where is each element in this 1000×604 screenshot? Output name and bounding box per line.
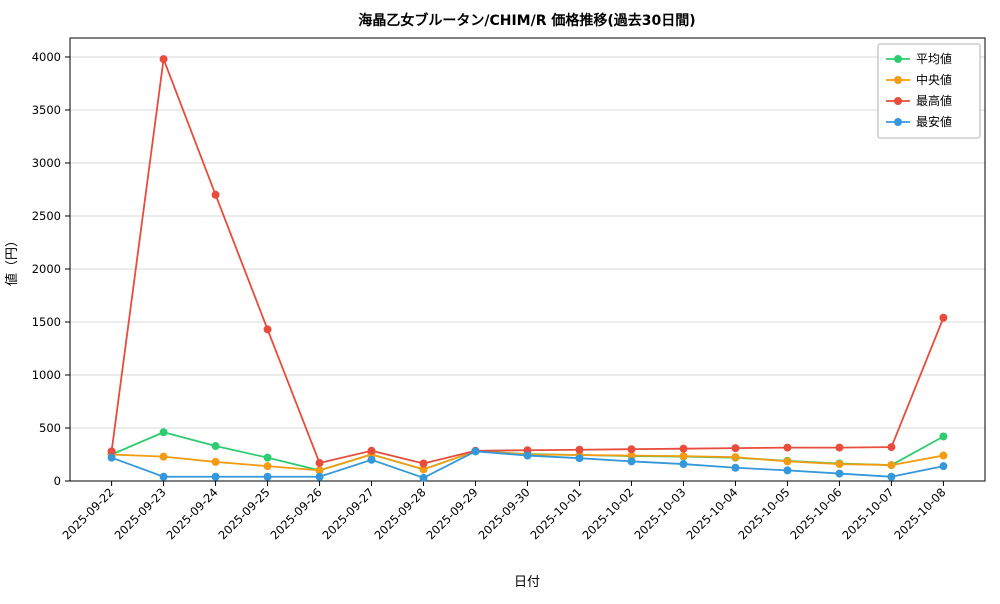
y-tick-label: 500 bbox=[39, 421, 61, 435]
series-line-max bbox=[110, 58, 945, 465]
series-marker-max bbox=[263, 325, 272, 334]
series-marker-median bbox=[887, 461, 896, 470]
legend-marker-median-icon bbox=[894, 76, 902, 84]
x-tick-label: 2025-09-26 bbox=[268, 485, 325, 542]
series-marker-max bbox=[939, 313, 948, 322]
series-marker-min bbox=[575, 454, 584, 463]
series-marker-min bbox=[471, 447, 480, 456]
series-marker-max bbox=[835, 443, 844, 452]
legend-label-median: 中央値 bbox=[916, 72, 952, 87]
series-marker-median bbox=[263, 462, 272, 471]
series-marker-median bbox=[835, 460, 844, 469]
series-marker-min bbox=[835, 469, 844, 478]
x-tick-label: 2025-10-01 bbox=[527, 485, 584, 542]
y-axis-label: 値（円） bbox=[4, 234, 20, 286]
series-marker-max bbox=[211, 190, 220, 199]
series-marker-min bbox=[679, 460, 688, 469]
series-marker-average bbox=[939, 432, 948, 441]
series-marker-max bbox=[887, 443, 896, 452]
series-marker-median bbox=[627, 451, 636, 460]
series-marker-min bbox=[367, 455, 376, 464]
legend-label-min: 最安値 bbox=[916, 114, 952, 129]
series-marker-median bbox=[939, 451, 948, 460]
series-marker-min bbox=[419, 473, 428, 482]
series-marker-average bbox=[211, 442, 220, 451]
legend-marker-min-icon bbox=[894, 118, 902, 126]
series-marker-min bbox=[211, 472, 220, 481]
y-tick-label: 2000 bbox=[32, 262, 61, 276]
series-marker-max bbox=[731, 444, 740, 453]
series-marker-min bbox=[107, 453, 116, 462]
legend-label-max: 最高値 bbox=[916, 93, 952, 108]
x-tick-label: 2025-10-07 bbox=[839, 485, 896, 542]
series-marker-median bbox=[731, 453, 740, 462]
x-tick-label: 2025-10-04 bbox=[683, 485, 740, 542]
series-marker-min bbox=[627, 457, 636, 466]
series-marker-max bbox=[627, 445, 636, 454]
series-marker-max bbox=[107, 447, 116, 456]
series-marker-median bbox=[679, 452, 688, 461]
legend-marker-max-icon bbox=[894, 97, 902, 105]
series-marker-median bbox=[419, 465, 428, 474]
series-marker-max bbox=[679, 444, 688, 453]
x-tick-label: 2025-09-22 bbox=[60, 485, 117, 542]
plot-border bbox=[69, 37, 986, 482]
x-tick-label: 2025-10-02 bbox=[579, 485, 636, 542]
series-marker-median bbox=[211, 457, 220, 466]
x-tick-label: 2025-09-23 bbox=[112, 485, 169, 542]
x-tick-label: 2025-09-29 bbox=[423, 485, 480, 542]
series-marker-min bbox=[939, 462, 948, 471]
chart-title: 海晶乙女ブルータン/CHIM/R 価格推移(過去30日間) bbox=[358, 12, 695, 29]
series-marker-median bbox=[159, 452, 168, 461]
x-tick-label: 2025-09-24 bbox=[164, 485, 221, 542]
series-marker-min bbox=[731, 463, 740, 472]
x-tick-label: 2025-10-05 bbox=[735, 485, 792, 542]
series-marker-min bbox=[263, 472, 272, 481]
series-marker-min bbox=[887, 472, 896, 481]
y-tick-label: 3500 bbox=[32, 103, 61, 117]
x-tick-label: 2025-09-27 bbox=[319, 485, 376, 542]
series-marker-min bbox=[315, 472, 324, 481]
series-marker-min bbox=[783, 466, 792, 475]
x-tick-label: 2025-10-08 bbox=[891, 485, 948, 542]
series-marker-median bbox=[315, 466, 324, 475]
y-tick-label: 4000 bbox=[32, 50, 61, 64]
legend-label-average: 平均値 bbox=[916, 51, 952, 66]
series-marker-max bbox=[419, 459, 428, 468]
x-tick-label: 2025-09-25 bbox=[216, 485, 273, 542]
series-marker-median bbox=[783, 457, 792, 466]
plot-area: 0 500 1000 1500 2000 2500 3000 3500 4000 2025-09-… bbox=[32, 37, 986, 542]
legend-frame bbox=[877, 43, 981, 139]
x-tick-label: 2025-09-28 bbox=[371, 485, 428, 542]
legend-marker-average-icon bbox=[894, 55, 902, 63]
x-tick-label: 2025-09-30 bbox=[475, 485, 532, 542]
series-marker-max bbox=[315, 458, 324, 467]
series-marker-average bbox=[263, 453, 272, 462]
series-marker-max bbox=[575, 445, 584, 454]
x-tick-label: 2025-10-03 bbox=[631, 485, 688, 542]
y-tick-label: 2500 bbox=[32, 209, 61, 223]
series-marker-min bbox=[523, 451, 532, 460]
y-tick-label: 1000 bbox=[32, 368, 61, 382]
y-tick-label: 0 bbox=[54, 474, 61, 488]
x-tick-label: 2025-10-06 bbox=[787, 485, 844, 542]
x-axis-label: 日付 bbox=[514, 575, 540, 590]
series-marker-max bbox=[159, 55, 168, 64]
y-tick-label: 3000 bbox=[32, 156, 61, 170]
series-marker-max bbox=[783, 443, 792, 452]
series-marker-max bbox=[367, 446, 376, 455]
y-tick-label: 1500 bbox=[32, 315, 61, 329]
series-marker-average bbox=[159, 428, 168, 437]
series-marker-min bbox=[159, 472, 168, 481]
